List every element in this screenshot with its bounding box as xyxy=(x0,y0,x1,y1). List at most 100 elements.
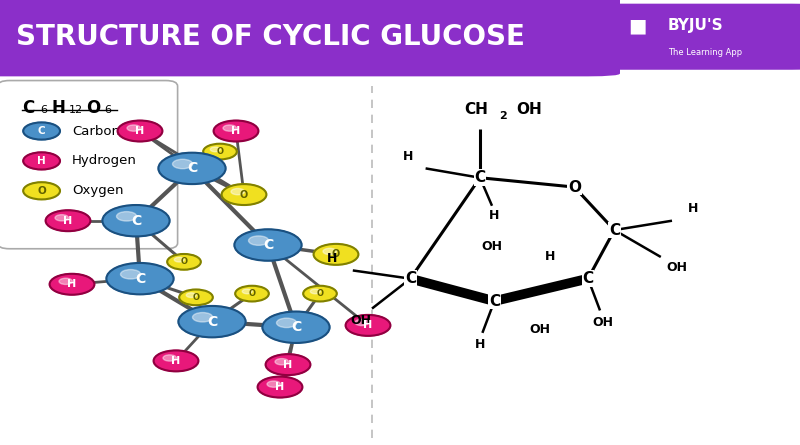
FancyBboxPatch shape xyxy=(0,81,178,249)
Text: H: H xyxy=(63,216,73,226)
FancyBboxPatch shape xyxy=(584,4,800,70)
Text: H: H xyxy=(67,279,77,289)
Text: C: C xyxy=(38,126,46,136)
Text: H: H xyxy=(490,209,499,222)
Circle shape xyxy=(117,212,137,221)
Text: C: C xyxy=(135,271,145,286)
Text: C: C xyxy=(474,170,486,185)
Circle shape xyxy=(154,350,198,372)
Circle shape xyxy=(55,214,69,221)
Text: H: H xyxy=(475,338,485,351)
Circle shape xyxy=(158,153,226,184)
Text: O: O xyxy=(332,249,340,259)
Text: C: C xyxy=(207,315,217,329)
Text: O: O xyxy=(249,289,255,298)
Circle shape xyxy=(249,236,269,245)
Text: O: O xyxy=(193,293,199,302)
Text: C: C xyxy=(187,162,197,175)
Circle shape xyxy=(173,159,193,169)
Text: H: H xyxy=(275,382,285,392)
Circle shape xyxy=(186,293,196,298)
Circle shape xyxy=(323,248,337,255)
Circle shape xyxy=(303,286,337,301)
Text: C: C xyxy=(582,271,594,286)
Text: H: H xyxy=(546,250,555,263)
Text: 6: 6 xyxy=(104,105,111,115)
Circle shape xyxy=(355,320,369,326)
Text: OH: OH xyxy=(350,314,371,327)
Text: OH: OH xyxy=(592,316,613,329)
Circle shape xyxy=(163,355,177,361)
Text: ■: ■ xyxy=(629,16,646,35)
Circle shape xyxy=(222,184,266,205)
Circle shape xyxy=(277,318,297,328)
Circle shape xyxy=(346,315,390,336)
Text: C: C xyxy=(489,294,500,308)
Circle shape xyxy=(235,286,269,301)
Circle shape xyxy=(50,274,94,295)
Circle shape xyxy=(23,152,60,170)
Circle shape xyxy=(127,125,141,131)
Circle shape xyxy=(267,381,281,387)
Text: O: O xyxy=(240,190,248,199)
Circle shape xyxy=(223,125,237,131)
Circle shape xyxy=(102,205,170,236)
FancyBboxPatch shape xyxy=(0,0,620,77)
Text: Oxygen: Oxygen xyxy=(72,184,123,197)
Circle shape xyxy=(314,244,358,265)
Text: O: O xyxy=(86,99,101,117)
Text: OH: OH xyxy=(482,240,502,253)
Text: H: H xyxy=(171,356,181,366)
Text: CH: CH xyxy=(464,102,488,117)
Text: 6: 6 xyxy=(40,105,47,115)
Circle shape xyxy=(118,121,162,142)
Circle shape xyxy=(203,144,237,159)
Text: C: C xyxy=(22,99,34,117)
Text: O: O xyxy=(38,186,46,196)
Text: O: O xyxy=(317,289,323,298)
Text: C: C xyxy=(609,222,620,238)
Text: C: C xyxy=(405,271,416,286)
Circle shape xyxy=(193,312,213,322)
Circle shape xyxy=(59,278,73,284)
Circle shape xyxy=(106,263,174,294)
Text: O: O xyxy=(568,180,581,194)
Text: Carbon: Carbon xyxy=(72,125,120,138)
Text: H: H xyxy=(38,156,46,166)
Circle shape xyxy=(310,289,320,294)
Circle shape xyxy=(23,122,60,140)
Text: C: C xyxy=(131,214,141,228)
Text: The Learning App: The Learning App xyxy=(668,49,742,57)
Circle shape xyxy=(266,354,310,375)
Text: H: H xyxy=(51,99,65,117)
Circle shape xyxy=(242,289,252,294)
Circle shape xyxy=(174,257,184,262)
Circle shape xyxy=(214,121,258,142)
Text: O: O xyxy=(217,147,223,156)
Text: STRUCTURE OF CYCLIC GLUCOSE: STRUCTURE OF CYCLIC GLUCOSE xyxy=(16,23,525,51)
Circle shape xyxy=(179,290,213,305)
Text: C: C xyxy=(263,238,273,252)
Text: H: H xyxy=(135,126,145,136)
Circle shape xyxy=(234,229,302,261)
Text: H: H xyxy=(231,126,241,136)
Text: O: O xyxy=(181,257,187,267)
Text: 2: 2 xyxy=(499,111,507,121)
Circle shape xyxy=(210,147,220,152)
Circle shape xyxy=(167,254,201,270)
Circle shape xyxy=(231,189,245,195)
Circle shape xyxy=(121,270,141,279)
Text: H: H xyxy=(327,251,337,265)
Text: 12: 12 xyxy=(69,105,83,115)
Text: H: H xyxy=(283,360,293,370)
Circle shape xyxy=(262,312,330,343)
Text: Hydrogen: Hydrogen xyxy=(72,154,137,167)
Text: OH: OH xyxy=(666,261,687,274)
Circle shape xyxy=(275,359,289,365)
Text: C: C xyxy=(291,320,301,334)
Text: H: H xyxy=(403,150,413,162)
Circle shape xyxy=(178,306,246,337)
Text: BYJU'S: BYJU'S xyxy=(668,18,724,33)
Circle shape xyxy=(258,376,302,397)
Text: H: H xyxy=(363,320,373,330)
